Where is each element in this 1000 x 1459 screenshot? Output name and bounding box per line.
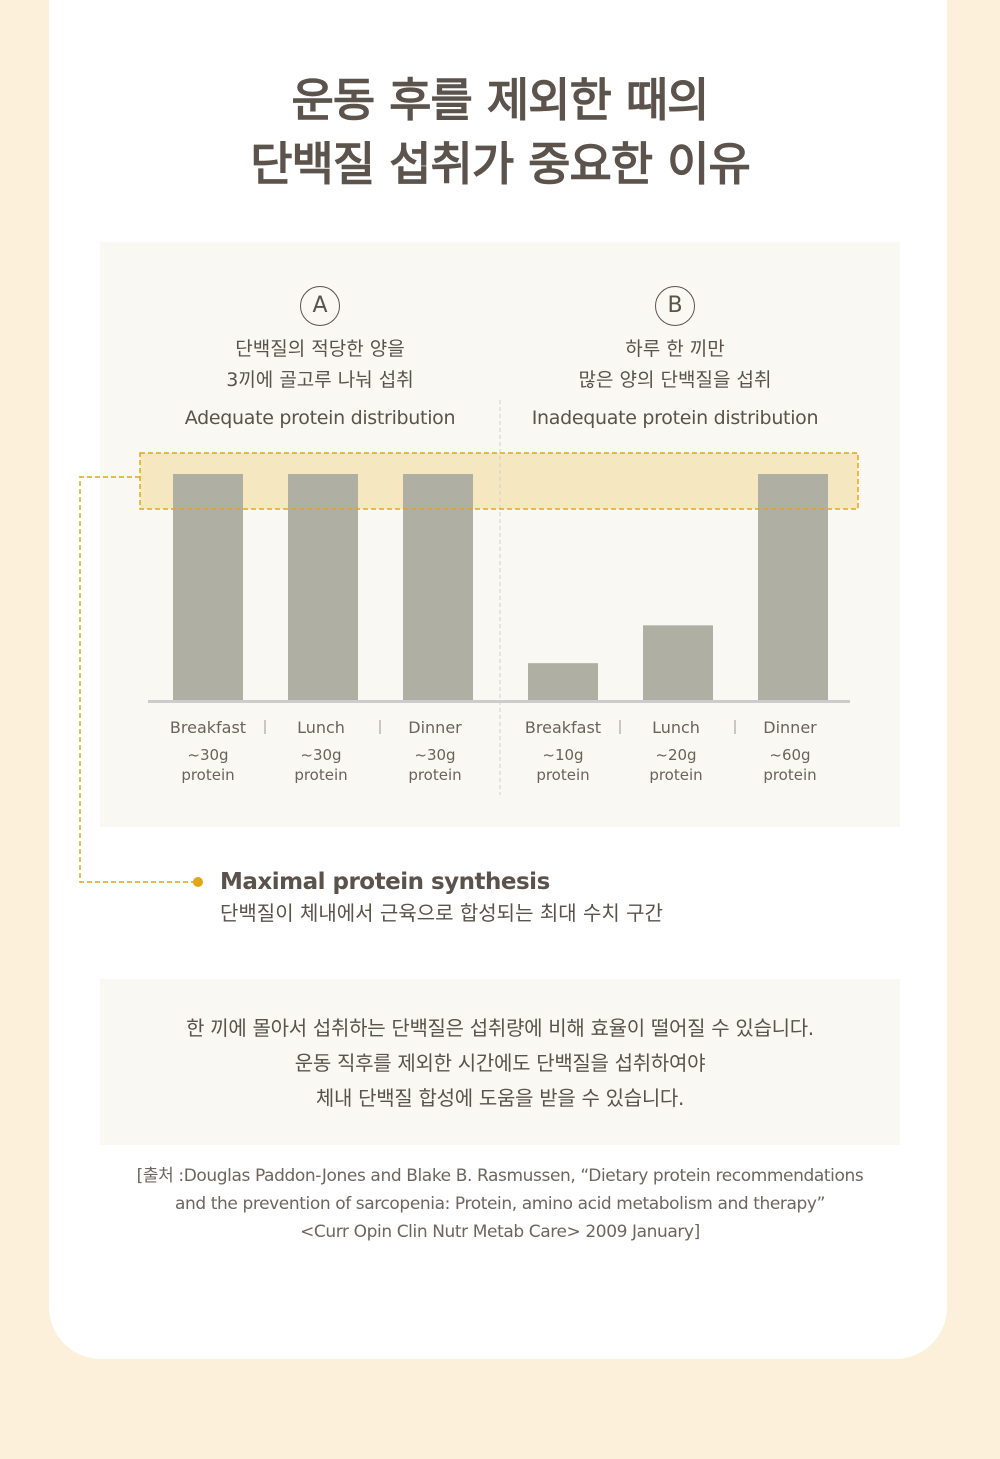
value-label: ~20g — [655, 746, 696, 764]
tick-label: Lunch — [652, 718, 700, 737]
source-line-1: [출처 :Douglas Paddon-Jones and Blake B. R… — [136, 1166, 864, 1186]
bar-a-dinner — [403, 474, 473, 701]
group-b-badge: B — [655, 286, 695, 326]
value-label: ~30g — [187, 746, 228, 764]
tick-label: Breakfast — [170, 718, 246, 737]
unit-label: protein — [536, 766, 589, 784]
value-label: ~30g — [414, 746, 455, 764]
group-b-en-desc: Inadequate protein distribution — [531, 407, 819, 429]
source-line-2: and the prevention of sarcopenia: Protei… — [174, 1194, 825, 1214]
protein-bar-chart: Breakfast ~30g protein Lunch ~30g protein Dinn… — [79, 400, 859, 887]
bar-b-breakfast — [528, 663, 598, 701]
unit-label: protein — [294, 766, 347, 784]
tick-label: Dinner — [763, 718, 817, 737]
tick-label: Dinner — [408, 718, 462, 737]
max-synthesis-band — [140, 453, 858, 509]
unit-label: protein — [649, 766, 702, 784]
group-b-header: B 하루 한 끼만 많은 양의 단백질을 섭취 Inadequate prote… — [495, 286, 855, 431]
unit-label: protein — [408, 766, 461, 784]
value-label: ~30g — [300, 746, 341, 764]
tick-label: Breakfast — [525, 718, 601, 737]
group-a-header: A 단백질의 적당한 양을 3끼에 골고루 나눠 섭취 Adequate pro… — [140, 286, 500, 431]
legend-dot-icon — [193, 877, 203, 887]
maximal-legend: Maximal protein synthesis 단백질이 체내에서 근육으로… — [220, 866, 920, 928]
unit-label: protein — [181, 766, 234, 784]
bar-a-breakfast — [173, 474, 243, 701]
summary-line-1: 한 끼에 몰아서 섭취하는 단백질은 섭취량에 비해 효율이 떨어질 수 있습니… — [186, 1016, 814, 1040]
title-line-1: 운동 후를 제외한 때의 — [291, 73, 710, 127]
group-a-ko-desc: 단백질의 적당한 양을 3끼에 골고루 나눠 섭취 — [140, 334, 500, 396]
bar-a-lunch — [288, 474, 358, 701]
unit-label: protein — [763, 766, 816, 784]
max-synthesis-band-border — [139, 452, 859, 510]
bar-b-dinner — [758, 474, 828, 701]
group-b-ko-line-1: 하루 한 끼만 — [625, 338, 725, 360]
title-line-2: 단백질 섭취가 중요한 이유 — [250, 137, 751, 191]
summary-line-3: 체내 단백질 합성에 도움을 받을 수 있습니다. — [315, 1086, 685, 1110]
summary-line-2: 운동 직후를 제외한 시간에도 단백질을 섭취하여야 — [294, 1051, 706, 1075]
page-title: 운동 후를 제외한 때의 단백질 섭취가 중요한 이유 — [0, 68, 1000, 196]
group-b-ko-desc: 하루 한 끼만 많은 양의 단백질을 섭취 — [495, 334, 855, 396]
tick-label: Lunch — [297, 718, 345, 737]
group-a-en-desc: Adequate protein distribution — [184, 407, 456, 429]
value-label: ~60g — [769, 746, 810, 764]
maximal-legend-title: Maximal protein synthesis — [220, 869, 550, 895]
summary-note: 한 끼에 몰아서 섭취하는 단백질은 섭취량에 비해 효율이 떨어질 수 있습니… — [100, 979, 900, 1145]
value-label: ~10g — [542, 746, 583, 764]
source-citation: [출처 :Douglas Paddon-Jones and Blake B. R… — [100, 1162, 900, 1246]
group-a-ko-line-2: 3끼에 골고루 나눠 섭취 — [226, 369, 414, 391]
source-line-3: <Curr Opin Clin Nutr Metab Care> 2009 Ja… — [300, 1222, 700, 1242]
maximal-legend-desc: 단백질이 체내에서 근육으로 합성되는 최대 수치 구간 — [220, 901, 663, 925]
group-b-ko-line-2: 많은 양의 단백질을 섭취 — [578, 369, 772, 391]
group-a-ko-line-1: 단백질의 적당한 양을 — [235, 338, 405, 360]
group-a-badge: A — [300, 286, 340, 326]
legend-connector — [79, 476, 196, 883]
bar-b-lunch — [643, 625, 713, 701]
